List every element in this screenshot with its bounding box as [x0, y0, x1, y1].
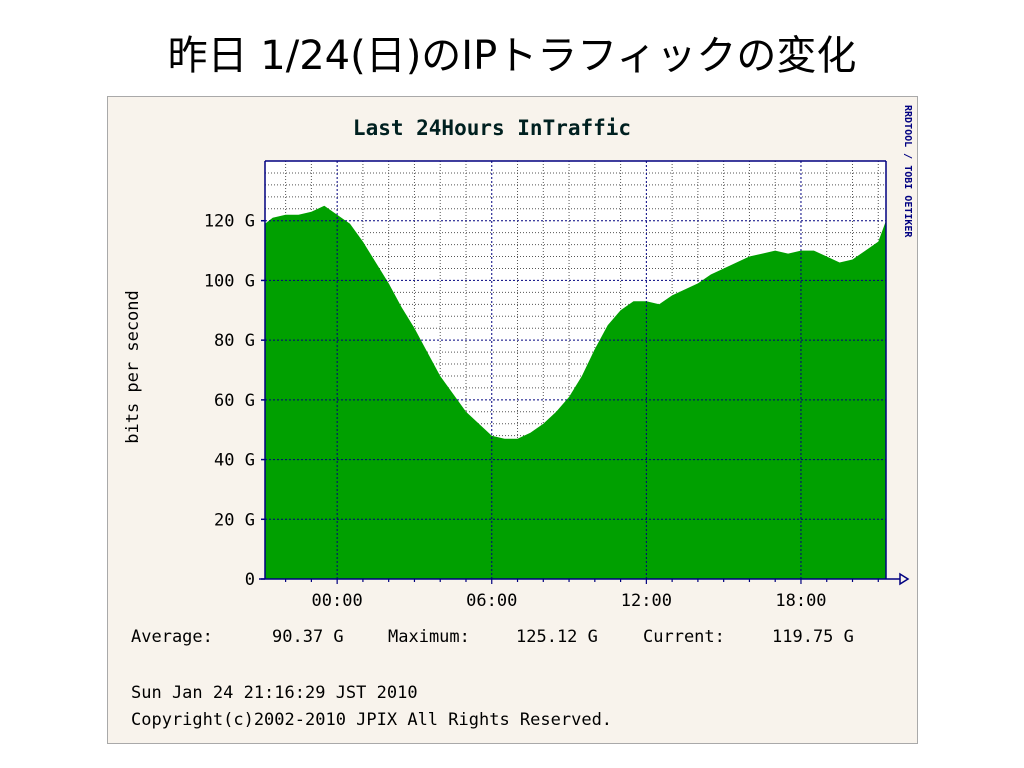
y-tick-label: 120 G — [204, 212, 255, 232]
y-tick-label: 80 G — [214, 331, 255, 351]
y-axis-label: bits per second — [123, 290, 143, 444]
x-tick-label: 18:00 — [775, 591, 826, 611]
slide-title: 昨日 1/24(日)のIPトラフィックの変化 — [167, 33, 857, 79]
average-label: Average: — [131, 627, 213, 647]
current-label: Current: — [643, 627, 725, 647]
graph-copyright: Copyright(c)2002-2010 JPIX All Rights Re… — [131, 710, 612, 730]
chart-title: Last 24Hours InTraffic — [353, 116, 631, 140]
x-tick-label: 00:00 — [312, 591, 363, 611]
y-tick-label: 20 G — [214, 510, 255, 530]
maximum-value: 125.12 G — [516, 627, 598, 647]
traffic-chart: Last 24Hours InTraffic RRDTOOL / TOBI OE… — [123, 105, 913, 730]
tick-labels: 0 20 G 40 G 60 G 80 G 100 G 120 G 00:00 06:00 12:… — [204, 212, 827, 611]
graph-timestamp: Sun Jan 24 21:16:29 JST 2010 — [131, 683, 418, 703]
x-tick-label: 06:00 — [466, 591, 517, 611]
average-value: 90.37 G — [272, 627, 344, 647]
rrd-graph-panel: Last 24Hours InTraffic RRDTOOL / TOBI OE… — [107, 96, 918, 744]
axes — [259, 160, 910, 586]
y-tick-label: 0 — [245, 570, 255, 590]
y-tick-label: 60 G — [214, 391, 255, 411]
y-tick-label: 40 G — [214, 451, 255, 471]
stats-row: Average: 90.37 G Maximum: 125.12 G Curre… — [131, 627, 854, 647]
traffic-area — [265, 205, 886, 580]
current-value: 119.75 G — [772, 627, 854, 647]
y-tick-label: 100 G — [204, 271, 255, 291]
x-axis-arrow — [899, 572, 910, 586]
rrdtool-watermark: RRDTOOL / TOBI OETIKER — [902, 105, 913, 238]
major-grid — [265, 161, 886, 579]
maximum-label: Maximum: — [388, 627, 470, 647]
x-tick-label: 12:00 — [621, 591, 672, 611]
